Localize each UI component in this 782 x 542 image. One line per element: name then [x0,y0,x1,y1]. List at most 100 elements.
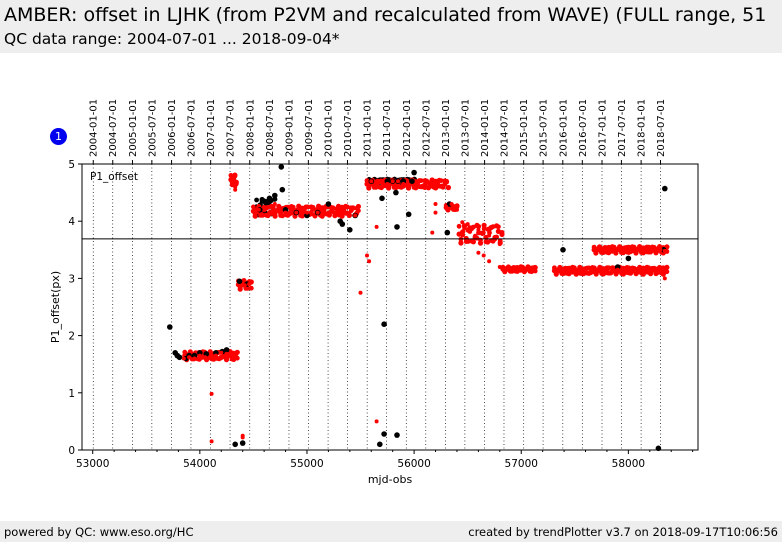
data-point [487,233,492,238]
date-tick-label: 2012-01-01 [402,99,413,157]
y-tick-label: 3 [68,273,75,285]
data-point [367,259,372,264]
date-tick-label: 2014-07-01 [499,99,510,157]
data-point [553,267,558,272]
y-tick-label: 5 [68,159,75,171]
data-point [465,222,470,227]
data-point [208,356,213,361]
data-point [481,253,486,258]
data-point [662,276,667,281]
data-point [658,247,663,252]
data-point [476,250,481,255]
data-point [653,267,658,272]
data-point [373,184,379,190]
date-tick-labels: 2004-01-01 2004-07-01 2005-01-01 2005-07-01… [89,99,667,157]
data-point [374,224,379,229]
date-tick-label: 2012-07-01 [421,99,432,157]
data-point [358,290,363,295]
x-tick-label: 56000 [397,458,430,470]
date-tick-label: 2018-07-01 [656,99,667,157]
data-point [182,349,188,355]
page-subtitle: QC data range: 2004-07-01 ... 2018-09-04… [4,30,340,48]
data-point [409,178,415,184]
data-point [353,213,358,218]
data-point [234,355,240,361]
data-point [430,230,435,235]
date-tick-label: 2016-07-01 [578,99,589,157]
data-point [223,347,230,353]
data-point [339,221,346,227]
data-point [374,419,379,424]
data-point [599,247,604,252]
y-axis: 0 1 2 3 4 5 [68,159,82,457]
data-point [476,224,482,229]
data-point [476,227,481,232]
data-point [572,265,577,271]
data-point [406,183,411,188]
data-point [381,321,387,328]
data-point [424,178,430,184]
data-point [393,189,399,196]
y-tick-label: 4 [68,216,75,228]
data-point [532,264,538,271]
data-point [305,210,309,215]
data-point [240,435,245,440]
plot-number-badge[interactable]: 1 [50,128,67,145]
data-point [478,237,483,243]
data-point [337,213,342,218]
data-point [394,432,400,438]
data-point [219,350,224,355]
data-point [519,267,524,272]
x-axis: 53000 54000 55000 56000 57000 58000 [76,450,694,470]
data-point [583,270,588,275]
date-tick-label: 2017-01-01 [598,99,609,157]
data-point [266,195,273,202]
footer-credit: powered by QC: www.eso.org/HC [4,525,194,539]
data-point [662,248,667,253]
y-tick-label: 2 [68,331,75,343]
data-point [374,179,379,184]
data-point [492,236,497,241]
data-point [454,204,460,210]
data-point [637,267,642,272]
data-point [167,324,173,330]
data-point [326,210,331,215]
data-point [594,247,599,252]
footer-timestamp: created by trendPlotter v3.7 on 2018-09-… [468,525,778,539]
data-point [232,441,238,448]
date-tick-label: 2006-01-01 [167,99,178,157]
data-point [331,210,336,215]
date-tick-label: 2011-07-01 [382,99,393,157]
data-point [594,270,599,275]
data-point [278,207,283,212]
data-point [238,285,243,289]
data-point [592,265,597,271]
data-point [588,270,593,275]
date-tick-label: 2014-01-01 [480,99,491,157]
date-tick-label: 2007-07-01 [226,99,237,157]
data-point [355,203,361,210]
data-point [456,223,462,229]
data-point [560,247,566,253]
data-point [272,202,277,206]
data-point [444,178,449,184]
data-point [610,266,615,271]
data-point [418,178,424,184]
data-point [487,259,492,264]
data-point [508,267,513,272]
y-axis-label: P1_offset(px) [49,271,62,343]
data-point [310,212,315,217]
data-point [664,264,670,270]
data-point [209,439,214,444]
x-tick-label: 55000 [290,458,323,470]
data-point [267,204,272,209]
data-point [381,431,387,437]
data-point [197,353,202,358]
date-tick-label: 2013-01-01 [441,99,452,157]
data-point [497,265,502,269]
data-point [662,185,668,192]
y-tick-label: 0 [68,445,75,457]
data-point [393,184,399,191]
footer: powered by QC: www.eso.org/HC created by… [0,521,782,542]
